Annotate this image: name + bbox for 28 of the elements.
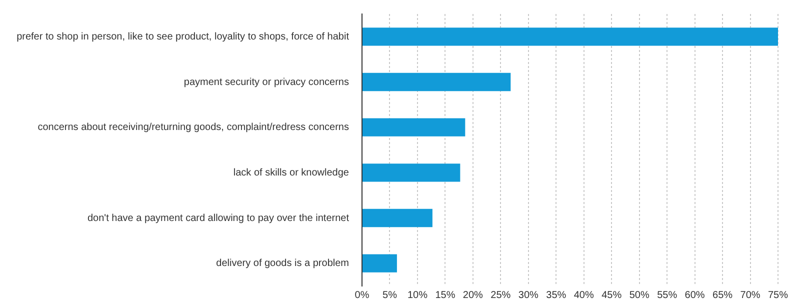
x-tick-label: 20% xyxy=(462,290,484,301)
x-tick-label: 60% xyxy=(684,290,705,301)
y-tick-label: concerns about receiving/returning goods, complaint/redress concerns xyxy=(38,122,349,134)
y-tick-label: lack of skills or knowledge xyxy=(233,167,350,178)
bar xyxy=(362,118,466,136)
y-tick-label: prefer to shop in person, like to see product, loyality to shops, force of habit xyxy=(16,31,350,42)
bar xyxy=(362,28,778,46)
x-tick-label: 10% xyxy=(407,290,428,301)
x-tick-label: 30% xyxy=(518,290,539,301)
x-tick-label: 70% xyxy=(740,290,760,301)
x-tick-label: 0% xyxy=(354,290,370,301)
x-tick-label: 50% xyxy=(629,290,650,301)
x-tick-label: 35% xyxy=(546,290,566,301)
bar xyxy=(362,72,511,92)
x-tick-label: 75% xyxy=(768,290,788,301)
x-tick-label: 25% xyxy=(490,290,511,301)
x-tick-label: 65% xyxy=(712,290,733,301)
y-tick-label: payment security or privacy concerns xyxy=(184,76,349,88)
bar xyxy=(362,254,397,272)
x-tick-label: 40% xyxy=(574,290,594,301)
x-tick-label: 15% xyxy=(435,290,456,301)
bar xyxy=(362,164,460,182)
x-tick-label: 45% xyxy=(602,290,622,301)
bar xyxy=(362,208,432,228)
x-tick-label: 5% xyxy=(382,290,398,301)
y-tick-label: delivery of goods is a problem xyxy=(216,258,349,270)
x-tick-label: 55% xyxy=(657,290,678,301)
y-tick-label: don't have a payment card allowing to pay over the internet xyxy=(87,212,350,224)
